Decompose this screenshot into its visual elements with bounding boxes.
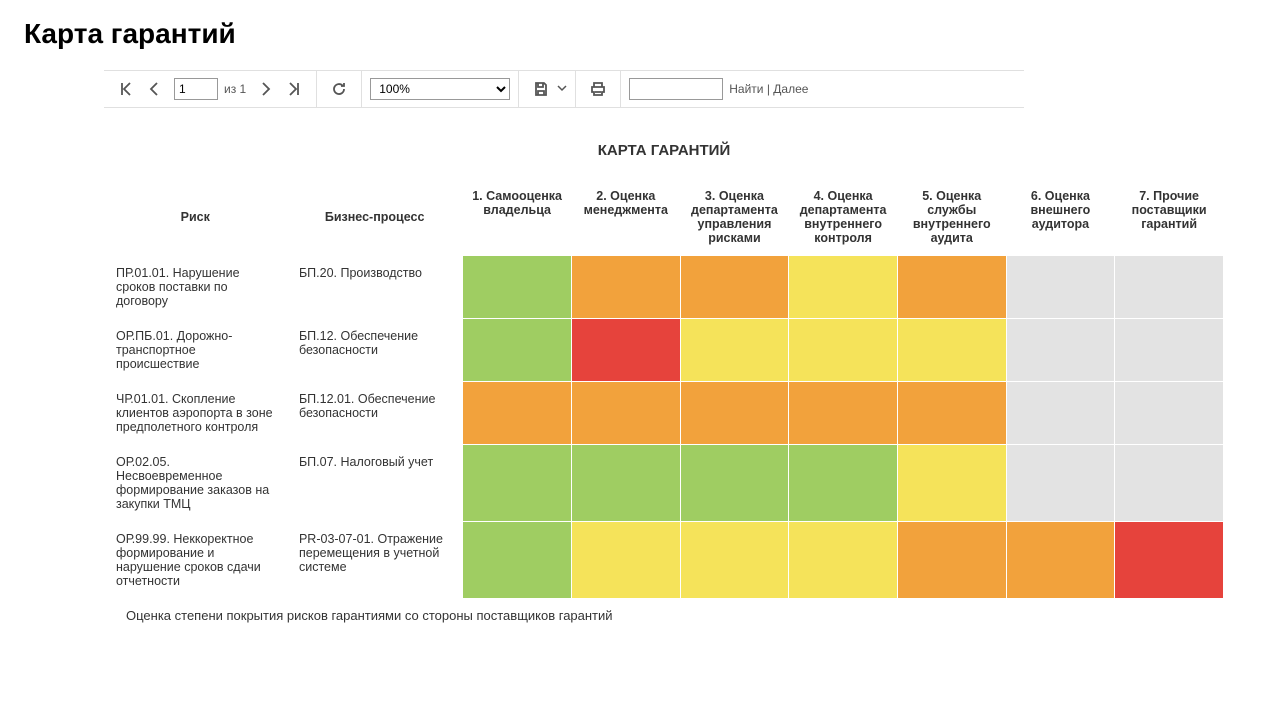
risk-cell: ПР.01.01. Нарушение сроков поставки по д… [104, 256, 286, 319]
first-page-button[interactable] [112, 75, 140, 103]
rating-cell [1006, 256, 1115, 319]
col-header-rating-5: 5. Оценка службы внутреннего аудита [897, 181, 1006, 256]
rating-cell [463, 382, 572, 445]
rating-cell [680, 382, 789, 445]
find-next-button[interactable]: Далее [773, 82, 808, 96]
rating-cell [571, 382, 680, 445]
report-body: КАРТА ГАРАНТИЙ Риск Бизнес-процесс 1. Са… [104, 108, 1224, 623]
rating-cell [571, 445, 680, 522]
risk-cell: ОР.02.05. Несвоевременное формирование з… [104, 445, 286, 522]
col-header-rating-3: 3. Оценка департамента управления рискам… [680, 181, 789, 256]
bp-cell: PR-03-07-01. Отражение перемещения в уче… [286, 522, 462, 599]
rating-cell [789, 445, 898, 522]
table-row: ОР.99.99. Неккоректное формирование и на… [104, 522, 1224, 599]
refresh-button[interactable] [325, 75, 353, 103]
prev-page-button[interactable] [140, 75, 168, 103]
risk-cell: ЧР.01.01. Скопление клиентов аэропорта в… [104, 382, 286, 445]
rating-cell [1115, 382, 1224, 445]
risk-cell: ОР.ПБ.01. Дорожно-транспортное происшест… [104, 319, 286, 382]
table-row: ОР.02.05. Несвоевременное формирование з… [104, 445, 1224, 522]
rating-cell [789, 382, 898, 445]
col-header-rating-1: 1. Самооценка владельца [463, 181, 572, 256]
rating-cell [1115, 522, 1224, 599]
rating-cell [463, 522, 572, 599]
bp-cell: БП.07. Налоговый учет [286, 445, 462, 522]
rating-cell [1115, 319, 1224, 382]
page-of-label: из 1 [224, 82, 246, 96]
page-title: Карта гарантий [0, 0, 1280, 58]
report-title: КАРТА ГАРАНТИЙ [104, 108, 1224, 181]
rating-cell [463, 256, 572, 319]
rating-cell [897, 256, 1006, 319]
find-button[interactable]: Найти [729, 82, 763, 96]
last-page-button[interactable] [280, 75, 308, 103]
table-row: ОР.ПБ.01. Дорожно-транспортное происшест… [104, 319, 1224, 382]
bp-cell: БП.20. Производство [286, 256, 462, 319]
rating-cell [680, 522, 789, 599]
bp-cell: БП.12. Обеспечение безопасности [286, 319, 462, 382]
rating-cell [789, 256, 898, 319]
bp-cell: БП.12.01. Обеспечение безопасности [286, 382, 462, 445]
rating-cell [897, 522, 1006, 599]
rating-cell [463, 445, 572, 522]
rating-cell [1115, 445, 1224, 522]
rating-cell [1115, 256, 1224, 319]
rating-cell [571, 256, 680, 319]
rating-cell [1006, 382, 1115, 445]
col-header-rating-7: 7. Прочие поставщики гарантий [1115, 181, 1224, 256]
page-number-input[interactable] [174, 78, 218, 100]
search-input[interactable] [629, 78, 723, 100]
rating-cell [1006, 522, 1115, 599]
risk-cell: ОР.99.99. Неккоректное формирование и на… [104, 522, 286, 599]
rating-cell [789, 319, 898, 382]
rating-cell [1006, 319, 1115, 382]
col-header-rating-6: 6. Оценка внешнего аудитора [1006, 181, 1115, 256]
zoom-select[interactable]: 100% [370, 78, 510, 100]
col-header-rating-4: 4. Оценка департамента внутреннего контр… [789, 181, 898, 256]
save-button[interactable] [527, 75, 555, 103]
col-header-bp: Бизнес-процесс [286, 181, 462, 256]
table-row: ПР.01.01. Нарушение сроков поставки по д… [104, 256, 1224, 319]
assurance-matrix: Риск Бизнес-процесс 1. Самооценка владел… [104, 181, 1224, 598]
col-header-risk: Риск [104, 181, 286, 256]
rating-cell [680, 319, 789, 382]
report-toolbar: из 1 100% Найти | Дале [104, 70, 1024, 108]
report-footer: Оценка степени покрытия рисков гарантиям… [104, 598, 1224, 623]
rating-cell [571, 319, 680, 382]
rating-cell [897, 319, 1006, 382]
rating-cell [680, 445, 789, 522]
rating-cell [789, 522, 898, 599]
rating-cell [897, 445, 1006, 522]
col-header-rating-2: 2. Оценка менеджмента [571, 181, 680, 256]
rating-cell [463, 319, 572, 382]
rating-cell [1006, 445, 1115, 522]
save-dropdown-icon[interactable] [557, 80, 567, 98]
rating-cell [680, 256, 789, 319]
rating-cell [897, 382, 1006, 445]
next-page-button[interactable] [252, 75, 280, 103]
rating-cell [571, 522, 680, 599]
print-button[interactable] [584, 75, 612, 103]
table-row: ЧР.01.01. Скопление клиентов аэропорта в… [104, 382, 1224, 445]
